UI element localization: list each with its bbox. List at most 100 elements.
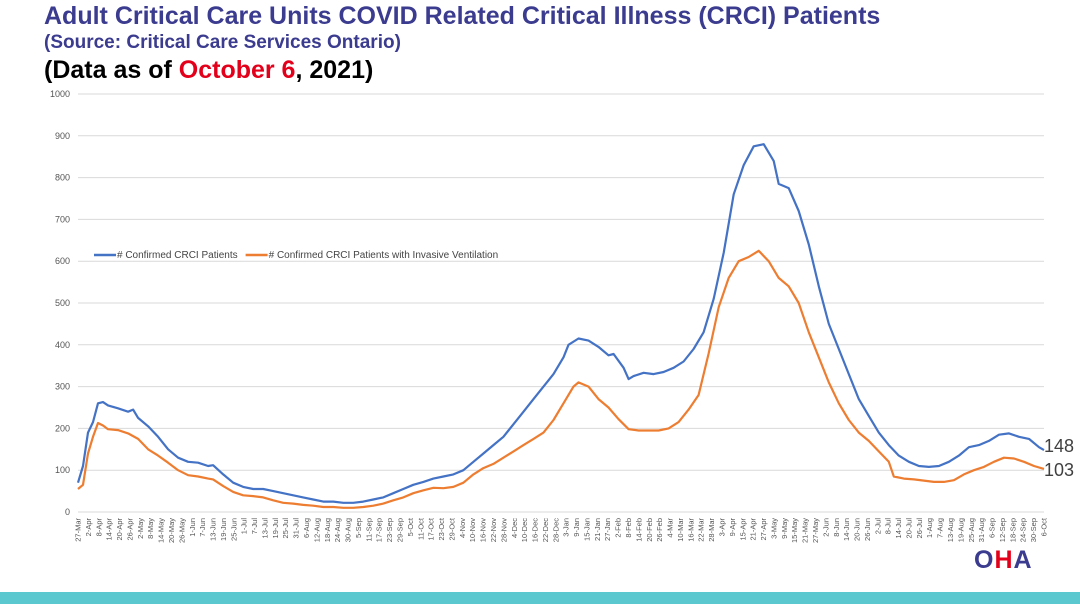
x-tick-label-12-Aug: 12-Aug (312, 518, 321, 542)
y-tick-label-400: 400 (55, 340, 70, 350)
x-tick-label-4-Mar: 4-Mar (666, 518, 675, 538)
x-tick-label-15-May: 15-May (790, 518, 799, 543)
x-tick-label-24-Aug: 24-Aug (333, 518, 342, 542)
x-tick-label-18-Aug: 18-Aug (323, 518, 332, 542)
logo-h: H (994, 546, 1014, 574)
x-tick-label-15-Apr: 15-Apr (738, 518, 747, 541)
x-tick-label-26-Feb: 26-Feb (655, 518, 664, 542)
x-tick-label-17-Sep: 17-Sep (375, 518, 384, 542)
data-date: (Data as of October 6, 2021) (44, 56, 373, 84)
x-tick-label-2-Feb: 2-Feb (614, 518, 623, 538)
y-tick-label-100: 100 (55, 465, 70, 475)
x-tick-label-2-Jun: 2-Jun (821, 518, 830, 537)
x-tick-label-17-Oct: 17-Oct (427, 517, 436, 540)
x-tick-label-4-Nov: 4-Nov (458, 518, 467, 538)
date-prefix: (Data as of (44, 56, 179, 84)
x-tick-label-22-Mar: 22-Mar (697, 518, 706, 542)
x-tick-label-21-Apr: 21-Apr (749, 518, 758, 541)
x-tick-label-30-Sep: 30-Sep (1029, 518, 1038, 542)
legend-label-1: # Confirmed CRCI Patients with Invasive … (269, 250, 499, 261)
date-highlight: October 6 (178, 56, 296, 84)
x-tick-label-19-Jun: 19-Jun (219, 518, 228, 541)
x-tick-label-9-Jan: 9-Jan (572, 518, 581, 537)
x-tick-label-20-Apr: 20-Apr (115, 518, 124, 541)
y-tick-label-0: 0 (65, 507, 70, 517)
series-line-1 (77, 249, 1045, 509)
x-tick-label-2-May: 2-May (136, 518, 145, 539)
x-tick-label-8-Feb: 8-Feb (624, 518, 633, 538)
x-tick-label-13-Jun: 13-Jun (209, 518, 218, 541)
x-tick-label-8-May: 8-May (146, 518, 155, 539)
x-tick-label-10-Mar: 10-Mar (676, 518, 685, 542)
y-tick-label-700: 700 (55, 214, 70, 224)
x-tick-label-19-Aug: 19-Aug (956, 518, 965, 542)
x-tick-label-29-Sep: 29-Sep (396, 518, 405, 542)
x-tick-label-19-Jul: 19-Jul (271, 518, 280, 539)
x-tick-label-20-Jul: 20-Jul (904, 518, 913, 539)
x-tick-label-24-Sep: 24-Sep (1019, 518, 1028, 542)
x-tick-label-7-Jul: 7-Jul (250, 518, 259, 535)
x-tick-label-6-Sep: 6-Sep (988, 518, 997, 538)
x-tick-label-27-May: 27-May (811, 518, 820, 543)
x-tick-label-9-May: 9-May (780, 518, 789, 539)
x-tick-label-26-May: 26-May (177, 518, 186, 543)
y-tick-label-1000: 1000 (50, 89, 70, 99)
x-tick-label-10-Nov: 10-Nov (468, 518, 477, 542)
x-tick-label-12-Sep: 12-Sep (998, 518, 1007, 542)
x-tick-label-14-May: 14-May (157, 518, 166, 543)
x-tick-label-14-Jul: 14-Jul (894, 518, 903, 539)
x-tick-label-23-Sep: 23-Sep (385, 518, 394, 542)
x-tick-label-5-Sep: 5-Sep (354, 518, 363, 538)
x-tick-label-16-Mar: 16-Mar (686, 518, 695, 542)
x-tick-label-30-Aug: 30-Aug (344, 518, 353, 542)
x-tick-label-23-Oct: 23-Oct (437, 517, 446, 540)
x-tick-label-3-Apr: 3-Apr (718, 518, 727, 537)
date-suffix: , 2021) (295, 56, 374, 84)
x-tick-label-8-Jun: 8-Jun (832, 518, 841, 537)
series-line-0 (76, 143, 1045, 504)
y-tick-label-200: 200 (55, 423, 70, 433)
x-tick-label-29-Oct: 29-Oct (447, 517, 456, 540)
x-tick-label-26-Jul: 26-Jul (915, 518, 924, 539)
logo-a: A (1013, 546, 1033, 574)
end-label-confirmed: 148 (1044, 436, 1075, 456)
chart-source: (Source: Critical Care Services Ontario) (44, 32, 401, 53)
x-tick-label-8-Apr: 8-Apr (94, 518, 103, 537)
x-tick-label-31-Aug: 31-Aug (977, 518, 986, 542)
x-tick-label-20-Jun: 20-Jun (853, 518, 862, 541)
x-tick-label-14-Jun: 14-Jun (842, 518, 851, 541)
x-tick-label-10-Dec: 10-Dec (520, 518, 529, 542)
x-tick-label-22-Dec: 22-Dec (541, 518, 550, 542)
x-tick-label-28-Mar: 28-Mar (707, 518, 716, 542)
x-tick-label-14-Feb: 14-Feb (634, 518, 643, 542)
legend-label-0: # Confirmed CRCI Patients (117, 250, 238, 261)
x-tick-label-26-Apr: 26-Apr (125, 518, 134, 541)
x-tick-label-21-Jan: 21-Jan (593, 518, 602, 541)
y-tick-label-900: 900 (55, 131, 70, 141)
x-tick-label-11-Sep: 11-Sep (364, 518, 373, 542)
footer-band (0, 592, 1080, 604)
x-tick-label-8-Jul: 8-Jul (884, 518, 893, 535)
x-tick-label-5-Oct: 5-Oct (406, 517, 415, 536)
x-tick-label-1-Jul: 1-Jul (240, 518, 249, 535)
chart-title: Adult Critical Care Units COVID Related … (44, 2, 881, 30)
x-tick-label-27-Jan: 27-Jan (603, 518, 612, 541)
x-tick-label-6-Aug: 6-Aug (302, 518, 311, 538)
x-tick-label-25-Jun: 25-Jun (229, 518, 238, 541)
x-tick-label-16-Dec: 16-Dec (531, 518, 540, 542)
x-tick-label-1-Aug: 1-Aug (925, 518, 934, 538)
x-tick-label-16-Nov: 16-Nov (479, 518, 488, 542)
x-tick-label-13-Jul: 13-Jul (260, 518, 269, 539)
x-tick-label-27-Mar: 27-Mar (74, 518, 83, 542)
oha-logo: OHA (974, 546, 1033, 575)
x-tick-label-3-Jan: 3-Jan (562, 518, 571, 537)
x-tick-label-15-Jan: 15-Jan (582, 518, 591, 541)
x-tick-label-3-May: 3-May (769, 518, 778, 539)
x-tick-label-31-Jul: 31-Jul (292, 518, 301, 539)
x-tick-label-22-Nov: 22-Nov (489, 518, 498, 542)
x-tick-label-6-Oct: 6-Oct (1040, 517, 1049, 536)
y-tick-label-300: 300 (55, 382, 70, 392)
x-tick-label-21-May: 21-May (801, 518, 810, 543)
y-tick-label-500: 500 (55, 298, 70, 308)
